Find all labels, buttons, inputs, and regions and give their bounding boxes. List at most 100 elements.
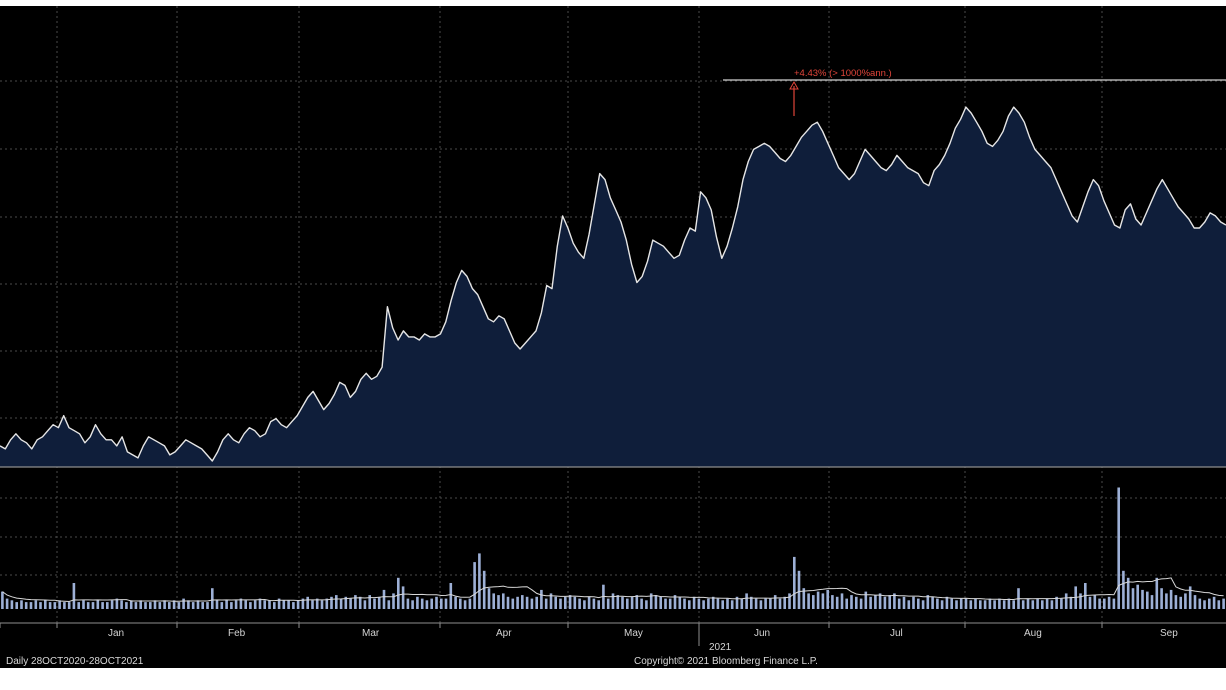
annotation-arrow-icon (789, 80, 799, 90)
price-volume-chart: +4.43% (> 1000%ann.) Jan Feb Mar Apr May Jun J… (0, 6, 1226, 668)
volume-bar (516, 596, 519, 609)
volume-bar (611, 593, 615, 609)
volume-moving-average-line (2, 577, 1224, 603)
volume-bar (96, 600, 100, 609)
volume-bar (187, 600, 190, 609)
volume-bar (606, 598, 610, 609)
volume-bar (1064, 593, 1068, 609)
volume-bar (335, 595, 338, 609)
volume-bar (163, 600, 166, 609)
volume-bar (1184, 593, 1187, 609)
volume-bar (745, 593, 748, 609)
volume-bar (730, 600, 734, 609)
volume-bar (1069, 596, 1073, 609)
volume-bar (24, 602, 28, 609)
month-label-jan: Jan (108, 628, 124, 639)
volume-bar (750, 596, 753, 609)
volume-bar (425, 600, 429, 609)
volume-bar (659, 596, 662, 609)
volume-bar (979, 600, 982, 609)
volume-bar (134, 602, 138, 609)
volume-bar (330, 596, 333, 609)
volume-bar (273, 602, 276, 609)
volume-bar (5, 598, 9, 609)
volume-bar (368, 595, 371, 609)
volume-bar (420, 598, 424, 609)
volume-bar (158, 602, 162, 609)
volume-bar (211, 588, 214, 609)
volume-bar (497, 595, 500, 609)
volume-bar (77, 602, 80, 609)
volume-bar (793, 556, 796, 609)
volume-bar (263, 600, 266, 609)
volume-bar (912, 596, 915, 609)
volume-bar (101, 602, 104, 609)
volume-bar (635, 595, 639, 609)
volume-bar (258, 598, 262, 609)
volume-bar (697, 598, 701, 609)
volume-bar (807, 593, 810, 609)
volume-bar (1217, 600, 1221, 609)
volume-bar (177, 602, 181, 609)
volume-bar (172, 600, 176, 609)
volume-bar (1098, 598, 1101, 609)
volume-bar (897, 598, 901, 609)
volume-bar (645, 600, 648, 609)
volume-bar (855, 596, 858, 609)
price-area-fill (0, 107, 1226, 467)
volume-bar (583, 600, 586, 609)
volume-bar (740, 598, 744, 609)
volume-bar (306, 596, 309, 609)
volume-bar (683, 598, 686, 609)
month-label-may: May (624, 628, 643, 639)
volume-bar (1212, 596, 1216, 609)
volume-bar (573, 596, 577, 609)
volume-bar (616, 595, 620, 609)
volume-bar (125, 602, 128, 609)
volume-bar (921, 600, 925, 609)
volume-bar (1002, 600, 1006, 609)
volume-bar (1126, 577, 1130, 610)
volume-bar (287, 600, 290, 609)
volume-bar (320, 600, 324, 609)
volume-bar (1122, 570, 1125, 609)
volume-bar (826, 589, 829, 609)
volume-bar (649, 593, 653, 609)
volume-bar (788, 593, 791, 609)
volume-bar (654, 595, 658, 609)
volume-bar (492, 593, 495, 609)
volume-bar (268, 600, 271, 609)
volume-bar (521, 595, 524, 609)
volume-bar (554, 596, 557, 609)
volume-bar (377, 596, 381, 609)
volume-bar (711, 596, 715, 609)
volume-bar (1141, 589, 1144, 609)
volume-bar (907, 600, 911, 609)
volume-bar (864, 591, 868, 609)
volume-bar (1136, 584, 1139, 609)
volume-bar (816, 591, 820, 609)
volume-bar (139, 600, 142, 609)
volume-bar (253, 600, 257, 609)
volume-bar (358, 596, 362, 609)
volume-bar (239, 598, 243, 609)
month-axis: Jan Feb Mar Apr May Jun Jul Aug Sep (0, 623, 1178, 646)
volume-bar (201, 602, 204, 609)
volume-bar (959, 598, 963, 609)
volume-bar (902, 596, 906, 609)
volume-bar (783, 596, 786, 609)
volume-bar (373, 598, 376, 609)
volume-bar (1160, 588, 1163, 609)
volume-bar (72, 583, 76, 609)
volume-bar (34, 600, 38, 609)
volume-bar (917, 598, 920, 609)
volume-bar (759, 600, 763, 609)
volume-bar (640, 598, 643, 609)
month-label-feb: Feb (228, 628, 246, 639)
volume-bar (964, 598, 968, 609)
volume-bar (840, 593, 844, 609)
volume-bar (1041, 600, 1044, 609)
volume-bar (1036, 598, 1039, 609)
year-label: 2021 (709, 642, 732, 653)
volume-bar (764, 598, 767, 609)
